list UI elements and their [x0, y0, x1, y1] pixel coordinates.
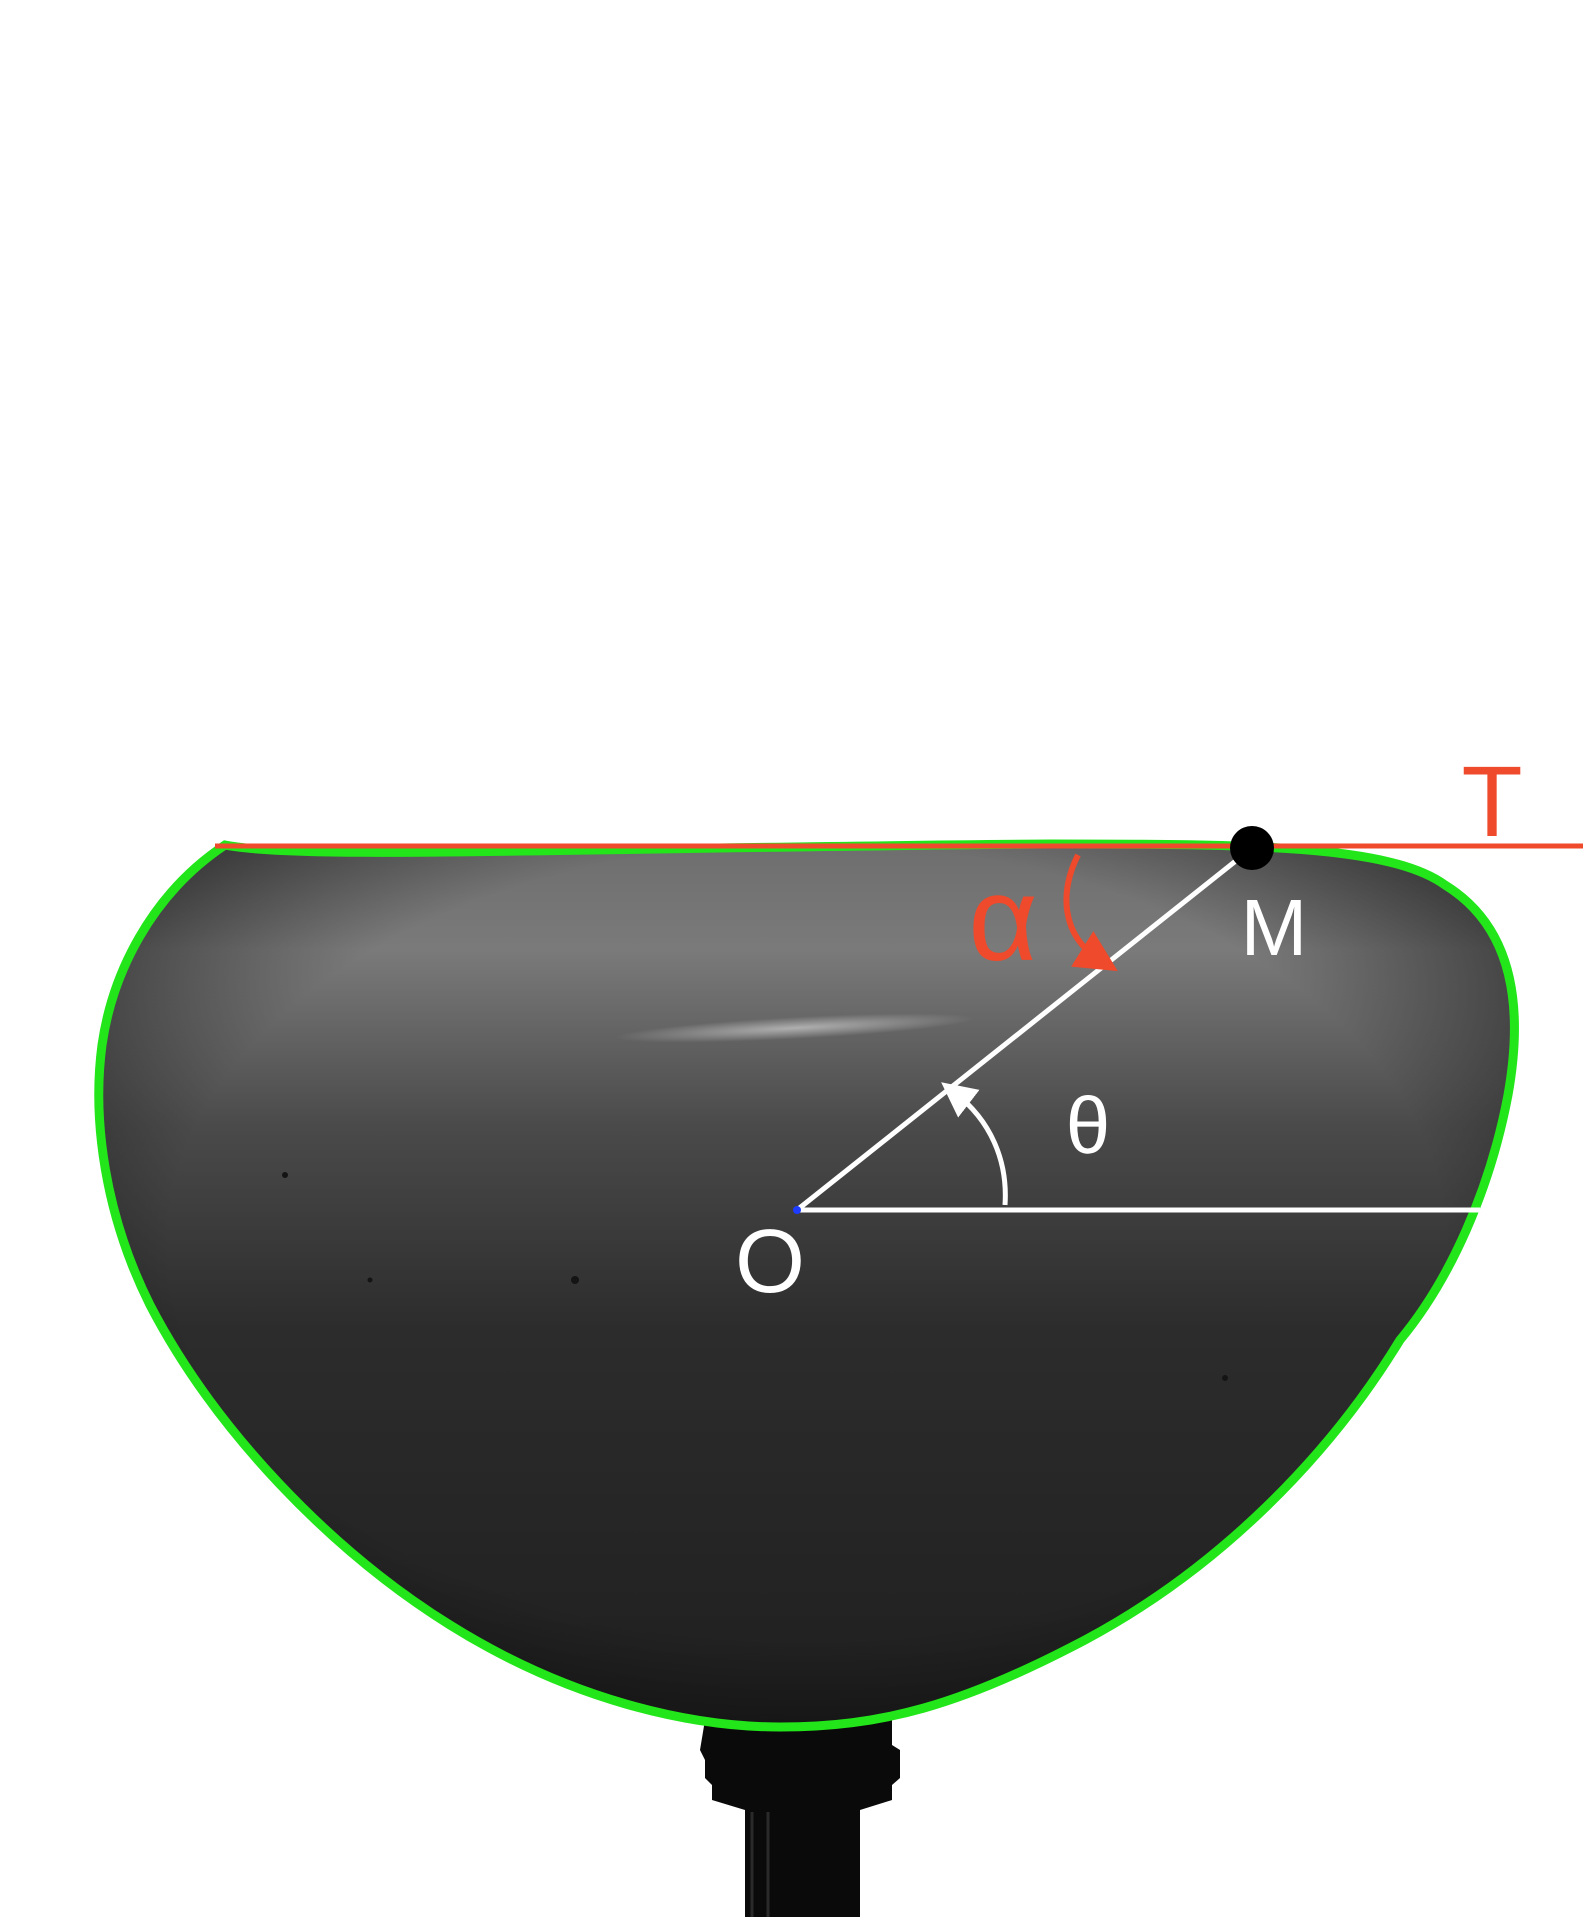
alpha-label: α — [968, 852, 1037, 986]
theta-label: θ — [1066, 1081, 1111, 1170]
drop-body — [98, 844, 1515, 1727]
needle — [700, 1720, 900, 1917]
tangent-label: T — [1461, 746, 1522, 858]
point-m-marker — [1230, 826, 1274, 870]
origin-label: O — [735, 1212, 805, 1312]
theta-arc-arrow — [941, 1082, 1008, 1206]
origin-point — [793, 1206, 801, 1214]
point-m-label: M — [1241, 883, 1308, 972]
radius-line — [795, 846, 1254, 1212]
alpha-arc-arrow — [1063, 853, 1118, 972]
